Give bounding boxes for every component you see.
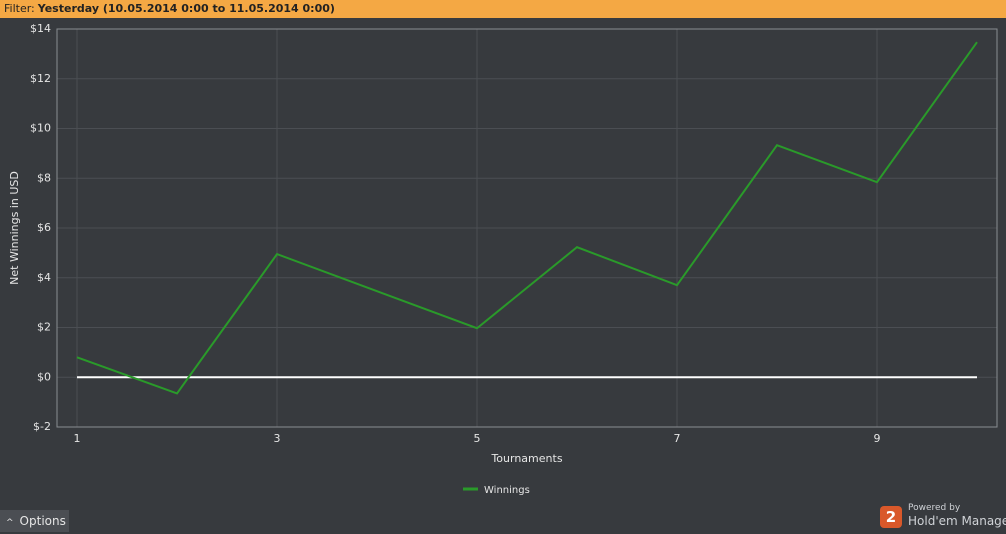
- x-tick-label: 1: [74, 432, 81, 445]
- line-series: [76, 41, 978, 395]
- y-tick-label: $2: [37, 321, 51, 334]
- chart: Net Winnings in USD Tournaments $-2 $0 $2 $…: [8, 22, 998, 496]
- x-tick-label: 5: [474, 432, 481, 445]
- x-tick-label: 3: [274, 432, 281, 445]
- filter-bar: Filter: Yesterday (10.05.2014 0:00 to 11.…: [0, 0, 1006, 18]
- x-axis-label: Tournaments: [490, 452, 562, 465]
- brand-powered: Powered by: [908, 503, 961, 513]
- options-button[interactable]: ^ Options: [0, 510, 69, 532]
- y-tick-label: $14: [30, 22, 51, 35]
- y-tick-label: $-2: [33, 420, 51, 433]
- y-tick-label: $4: [37, 271, 51, 284]
- x-tick-label: 7: [674, 432, 681, 445]
- plot-border: [56, 28, 998, 428]
- brand-icon: 2: [880, 506, 902, 528]
- caret: ^: [6, 518, 14, 528]
- branding: 2 Powered by Hold'em Manager: [880, 503, 1006, 532]
- options-label: Options: [19, 514, 66, 528]
- filter-label: Filter:: [4, 2, 35, 15]
- y-tick-label: $12: [30, 72, 51, 85]
- y-tick-label: $6: [37, 221, 51, 234]
- filter-value: Yesterday (10.05.2014 0:00 to 11.05.2014…: [37, 2, 335, 15]
- x-tick-label: 9: [874, 432, 881, 445]
- legend-label: Winnings: [484, 485, 530, 496]
- y-tick-label: $0: [37, 370, 51, 383]
- y-tick-label: $8: [37, 171, 51, 184]
- brand-product: Hold'em Manager: [908, 514, 1006, 528]
- y-axis-label: Net Winnings in USD: [8, 171, 21, 285]
- y-tick-label: $10: [30, 122, 51, 135]
